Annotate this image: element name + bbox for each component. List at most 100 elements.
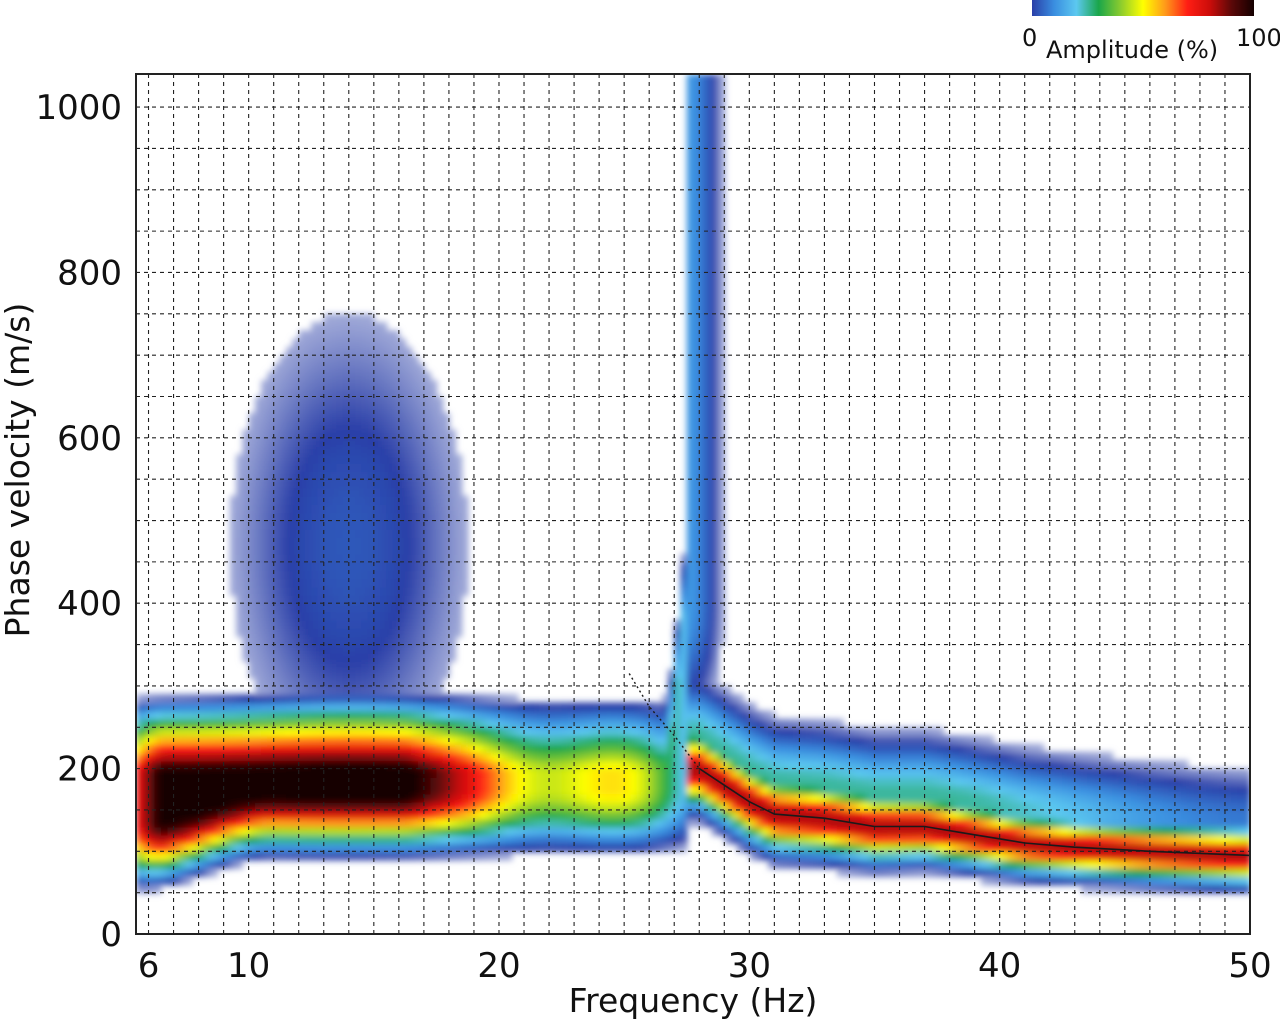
heatmap-cell [811, 785, 820, 795]
heatmap-cell [380, 413, 388, 423]
heatmap-cell [292, 470, 300, 481]
heatmap-cell [718, 164, 726, 175]
heatmap-cell [630, 809, 638, 820]
heatmap-cell [730, 727, 738, 737]
heatmap-cell [236, 743, 244, 753]
heatmap-cell [680, 661, 688, 671]
heatmap-cell [361, 537, 369, 547]
heatmap-cell [279, 677, 288, 687]
heatmap-cell [686, 429, 694, 439]
heatmap-cell [1143, 884, 1151, 894]
heatmap-cell [949, 768, 957, 778]
heatmap-cell [868, 735, 876, 745]
heatmap-cell [1081, 818, 1089, 828]
heatmap-cell [223, 735, 231, 745]
heatmap-cell [699, 214, 707, 224]
heatmap-cell [455, 619, 463, 629]
heatmap-cell [999, 752, 1007, 762]
heatmap-cell [423, 603, 432, 613]
heatmap-cell [142, 694, 150, 704]
heatmap-cell [955, 752, 964, 762]
heatmap-cell [780, 776, 788, 787]
heatmap-cell [755, 735, 763, 745]
heatmap-cell [674, 661, 682, 671]
heatmap-cell [455, 710, 463, 720]
heatmap-cell [405, 512, 413, 522]
heatmap-cell [542, 809, 550, 820]
heatmap-cell [304, 470, 313, 481]
heatmap-cell [849, 743, 857, 753]
heatmap-cell [486, 743, 494, 753]
heatmap-cell [448, 504, 457, 514]
heatmap-cell [405, 421, 413, 431]
heatmap-cell [336, 454, 344, 464]
heatmap-cell [693, 495, 701, 505]
heatmap-cell [1081, 884, 1089, 894]
heatmap-cell [405, 743, 413, 753]
heatmap-cell [761, 851, 769, 861]
heatmap-cell [373, 404, 381, 414]
heatmap-cell [755, 710, 763, 720]
heatmap-cell [549, 768, 557, 778]
heatmap-cell [179, 752, 187, 762]
heatmap-cell [386, 743, 394, 753]
heatmap-cell [805, 818, 813, 828]
heatmap-cell [1043, 776, 1051, 787]
heatmap-cell [336, 652, 344, 663]
heatmap-cell [1099, 785, 1107, 795]
heatmap-cell [361, 652, 369, 663]
heatmap-cell [348, 611, 356, 621]
heatmap-cell [254, 677, 263, 687]
heatmap-cell [361, 727, 369, 737]
heatmap-cell [198, 694, 206, 704]
heatmap-cell [298, 760, 306, 770]
heatmap-cell [292, 346, 300, 357]
heatmap-cell [430, 793, 438, 803]
heatmap-cell [486, 735, 494, 745]
heatmap-cell [880, 859, 888, 869]
heatmap-cell [736, 801, 744, 811]
heatmap-cell [292, 396, 300, 406]
heatmap-cell [1118, 818, 1126, 828]
heatmap-cell [392, 553, 400, 563]
heatmap-cell [686, 90, 694, 100]
heatmap-cell [367, 570, 375, 580]
heatmap-cell [361, 346, 369, 357]
heatmap-cell [292, 669, 300, 679]
heatmap-cell [905, 752, 913, 762]
heatmap-cell [386, 702, 394, 712]
heatmap-cell [229, 826, 238, 836]
heatmap-cell [542, 843, 550, 853]
heatmap-cell [937, 843, 945, 853]
heatmap-cell [1124, 843, 1132, 853]
heatmap-cell [380, 611, 388, 621]
heatmap-cell [442, 809, 450, 820]
heatmap-cell [480, 735, 488, 745]
heatmap-cell [1024, 743, 1032, 753]
heatmap-cell [380, 677, 388, 687]
heatmap-cell [367, 421, 375, 431]
heatmap-cell [292, 743, 300, 753]
heatmap-cell [693, 181, 701, 191]
heatmap-cell [361, 553, 369, 563]
heatmap-cell [486, 801, 494, 811]
heatmap-cell [505, 710, 513, 720]
heatmap-cell [524, 818, 532, 828]
heatmap-cell [761, 752, 769, 762]
heatmap-cell [398, 851, 407, 861]
heatmap-cell [705, 264, 713, 274]
heatmap-cell [1068, 785, 1076, 795]
heatmap-cell [893, 867, 901, 878]
heatmap-cell [455, 785, 463, 795]
heatmap-cell [248, 454, 256, 464]
heatmap-cell [530, 702, 538, 712]
heatmap-cell [261, 809, 269, 820]
heatmap-cell [893, 834, 901, 844]
heatmap-cell [423, 677, 432, 687]
heatmap-cell [705, 181, 713, 191]
heatmap-cell [229, 512, 238, 522]
heatmap-cell [1106, 851, 1114, 861]
heatmap-cell [724, 768, 732, 778]
heatmap-cell [455, 528, 463, 538]
heatmap-cell [442, 512, 450, 522]
